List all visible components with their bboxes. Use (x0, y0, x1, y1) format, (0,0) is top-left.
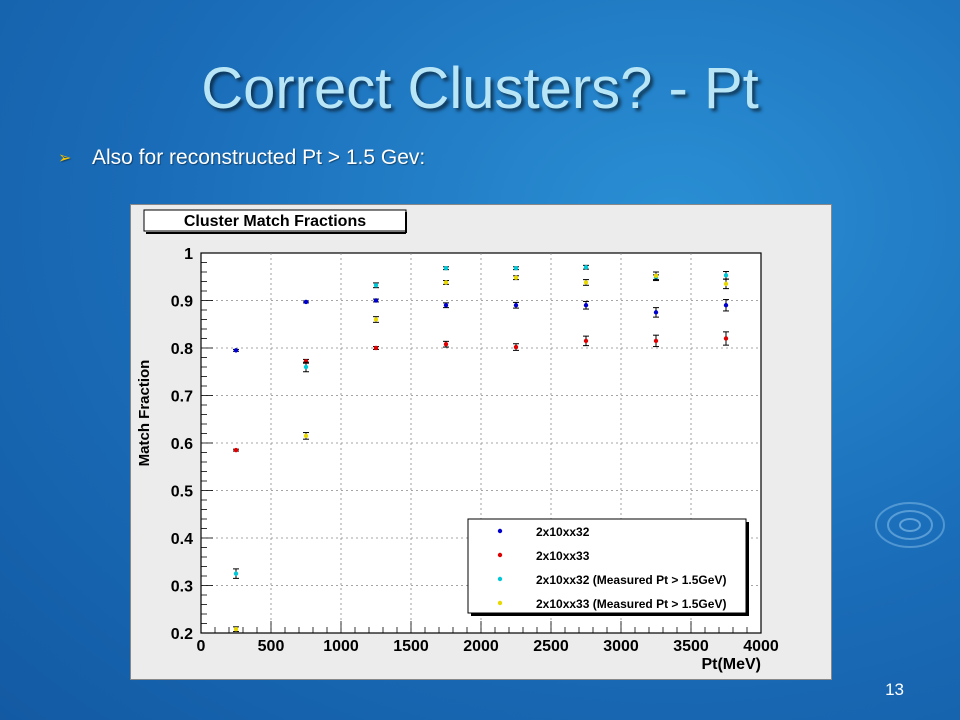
y-tick-label: 0.2 (171, 626, 193, 643)
y-tick-label: 0.8 (171, 341, 193, 358)
legend-marker (497, 600, 503, 606)
x-tick-label: 1500 (393, 638, 429, 655)
water-ripple-decoration (875, 502, 945, 548)
slide-title: Correct Clusters? - Pt (201, 56, 759, 121)
data-point-series-1 (583, 303, 589, 308)
chart-panel: 0.2 0.3 0.4 0.5 0.6 0.7 0.8 0.9 1 0 500 1000 1500 200… (130, 204, 832, 680)
x-tick-label: 3500 (673, 638, 709, 655)
scatter-chart: 0.2 0.3 0.4 0.5 0.6 0.7 0.8 0.9 1 0 500 1000 1500 200… (136, 209, 779, 673)
data-point-series-2 (653, 338, 659, 344)
legend-box (467, 518, 747, 614)
data-point-series-4 (583, 280, 589, 285)
y-tick-label: 0.5 (171, 484, 193, 501)
x-tick-label: 1000 (323, 638, 359, 655)
data-point-series-2 (443, 342, 449, 347)
data-point-series-3 (373, 283, 379, 288)
legend-label: 2x10xx32 (536, 525, 590, 539)
data-point-series-3 (233, 571, 239, 576)
data-point-series-2 (373, 345, 379, 351)
data-point-series-4 (443, 280, 449, 285)
data-point-series-2 (513, 344, 519, 350)
legend-marker (497, 552, 503, 558)
data-point-series-3 (513, 266, 519, 271)
y-tick-label: 0.7 (171, 389, 193, 406)
legend-label: 2x10xx33 (536, 549, 590, 563)
arrow-bullet-icon: ➢ (58, 150, 72, 167)
data-point-series-1 (653, 310, 659, 315)
data-point-series-1 (233, 348, 239, 353)
x-tick-label: 2000 (463, 638, 499, 655)
y-tick-label: 0.9 (171, 294, 193, 311)
x-axis-label: Pt(MeV) (701, 656, 761, 673)
data-point-series-3 (443, 266, 449, 271)
data-point-series-4 (653, 273, 659, 278)
data-point-series-1 (513, 303, 519, 308)
x-tick-label: 4000 (743, 638, 779, 655)
x-tick-label: 2500 (533, 638, 569, 655)
x-tick-label: 3000 (603, 638, 639, 655)
y-tick-label: 1 (184, 246, 193, 263)
y-tick-label: 0.4 (171, 531, 193, 548)
legend-marker (497, 576, 503, 582)
x-tick-label: 0 (197, 638, 206, 655)
data-point-series-4 (513, 275, 519, 280)
data-point-series-4 (723, 281, 729, 287)
legend-label: 2x10xx33 (Measured Pt > 1.5GeV) (536, 597, 726, 611)
data-point-series-1 (723, 303, 729, 308)
legend-marker (497, 528, 503, 534)
x-tick-label: 500 (258, 638, 285, 655)
data-point-series-4 (233, 627, 239, 632)
data-point-series-3 (583, 265, 589, 270)
y-tick-label: 0.3 (171, 579, 193, 596)
chart-title: Cluster Match Fractions (184, 213, 366, 230)
data-point-series-4 (303, 433, 309, 439)
data-point-series-3 (723, 273, 729, 278)
data-point-series-1 (443, 303, 449, 308)
data-point-series-2 (583, 338, 589, 344)
bullet-text: Also for reconstructed Pt > 1.5 Gev: (92, 146, 426, 169)
legend-label: 2x10xx32 (Measured Pt > 1.5GeV) (536, 573, 726, 587)
data-point-series-3 (303, 364, 309, 370)
data-point-series-4 (373, 317, 379, 322)
y-tick-label: 0.6 (171, 436, 193, 453)
data-point-series-1 (303, 299, 309, 305)
data-point-series-2 (233, 447, 239, 453)
bullet-item: ➢ Also for reconstructed Pt > 1.5 Gev: (58, 146, 425, 170)
slide-number: 13 (885, 680, 904, 699)
data-point-series-1 (373, 298, 379, 303)
y-axis-label: Match Fraction (136, 360, 153, 467)
data-point-series-2 (723, 336, 729, 341)
